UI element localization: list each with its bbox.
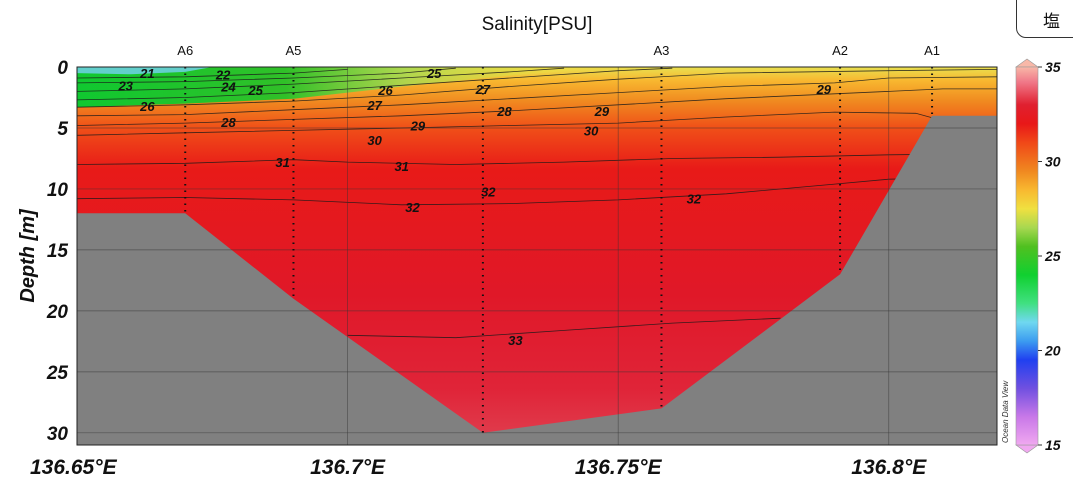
corner-tab[interactable]: 塩: [1016, 0, 1073, 38]
watermark: Ocean Data View: [1001, 380, 1010, 443]
contour-label: 32: [405, 200, 420, 215]
contour-label: 28: [220, 115, 236, 130]
x-tick-label: 136.65°E: [30, 456, 118, 479]
contour-label: 28: [496, 104, 512, 119]
contour-label: 31: [394, 159, 408, 174]
contour-label: 25: [247, 83, 263, 98]
y-tick-label: 25: [46, 363, 69, 384]
contour-label: 29: [410, 119, 426, 134]
colorbar: [1015, 66, 1039, 446]
x-tick-label: 136.75°E: [575, 456, 663, 479]
contour-line: [77, 69, 997, 108]
seabed: [77, 115, 997, 445]
contour-line: [77, 153, 997, 165]
station-label-a6: A6: [177, 43, 193, 58]
contour-label: 21: [139, 66, 154, 81]
station-label-a5: A5: [286, 43, 302, 58]
fresh-water-patch: [77, 67, 213, 75]
contour-label: 33: [508, 333, 523, 348]
contour-line: [77, 67, 456, 84]
contour-label: 31: [275, 155, 289, 170]
contour-line: [77, 176, 997, 206]
y-tick-label: 20: [46, 302, 69, 323]
contour-line: [347, 317, 781, 339]
station-label-a1: A1: [924, 43, 940, 58]
contour-label: 27: [366, 98, 382, 113]
y-tick-label: 5: [57, 119, 68, 140]
chart-title: Salinity[PSU]: [482, 14, 593, 35]
colorbar-min-arrow: [1015, 444, 1039, 454]
contour-label: 26: [139, 99, 155, 114]
y-axis-label: Depth [m]: [17, 208, 39, 303]
contour-label: 27: [475, 82, 491, 97]
contour-label: 29: [594, 104, 610, 119]
contour-label: 32: [687, 192, 702, 207]
station-label-a3: A3: [654, 43, 670, 58]
y-tick-label: 30: [47, 424, 69, 445]
x-tick-label: 136.8°E: [851, 456, 927, 479]
corner-tab-label: 塩: [1043, 12, 1060, 32]
colorbar-tick-label: 15: [1045, 437, 1061, 453]
contour-line: [77, 69, 348, 79]
contour-label: 25: [426, 66, 442, 81]
colorbar-tick-label: 35: [1045, 59, 1061, 75]
contour-label: 23: [117, 78, 133, 93]
contour-label: 22: [215, 67, 231, 82]
x-tick-label: 136.7°E: [310, 456, 386, 479]
contour-label: 24: [220, 80, 236, 95]
contour-label: 32: [481, 184, 496, 199]
y-tick-label: 0: [57, 58, 68, 79]
colorbar-tick-label: 20: [1044, 343, 1061, 359]
y-tick-label: 15: [47, 241, 69, 262]
colorbar-max-arrow: [1015, 58, 1039, 68]
contour-line: [77, 76, 997, 117]
colorbar-tick-label: 25: [1044, 248, 1061, 264]
y-tick-label: 10: [47, 180, 69, 201]
station-label-a2: A2: [832, 43, 848, 58]
plot-frame: [76, 66, 998, 446]
contour-label: 30: [367, 133, 382, 148]
colorbar-tick-label: 30: [1045, 154, 1061, 170]
contour-label: 30: [584, 123, 599, 138]
contour-label: 26: [377, 83, 393, 98]
contour-label: 29: [816, 82, 832, 97]
